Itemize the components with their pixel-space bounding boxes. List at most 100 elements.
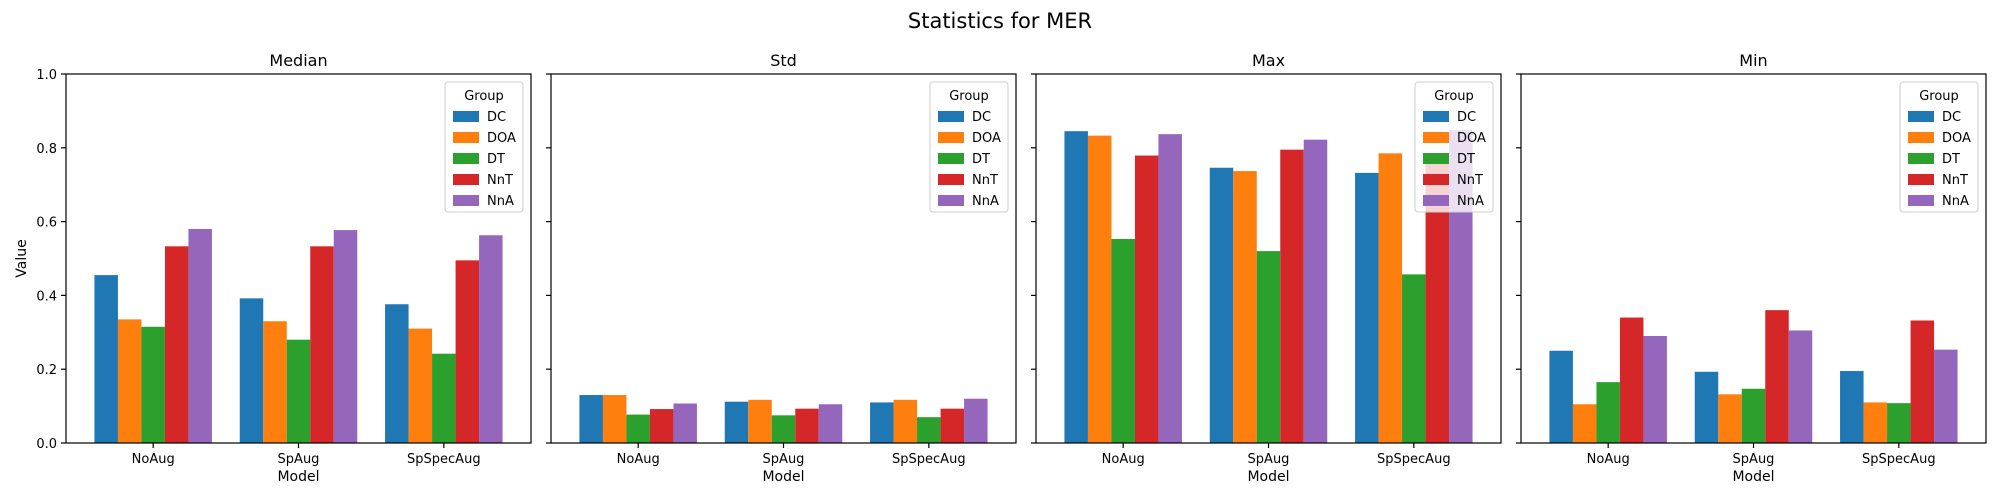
panel-title: Median (269, 51, 327, 70)
bar-median-dc-noaug (94, 275, 118, 443)
x-tick-label: SpSpecAug (1862, 452, 1936, 467)
bar-max-nnt-spaug (1280, 149, 1304, 443)
legend: Group DC DOA DT NnT NnA (1899, 81, 1979, 213)
y-tick-label: 1.0 (36, 68, 57, 83)
legend-item-doa: DOA (487, 131, 516, 146)
legend-title: Group (1919, 89, 1959, 104)
bar-min-dt-spaug (1741, 388, 1766, 443)
legend-swatch-nnt (938, 174, 964, 185)
legend-item-nnt: NnT (972, 173, 998, 188)
bar-max-dc-spaug (1209, 167, 1234, 443)
y-tick-label: 0.2 (36, 363, 57, 378)
panels: 0.0 0.2 0.4 0.6 0.8 1.0 NoAug SpAug SpSpecAug Med… (14, 51, 1987, 485)
legend-title: Group (464, 89, 504, 104)
x-tick-label: NoAug (617, 452, 660, 467)
legend-item-nna: NnA (487, 194, 514, 209)
legend-item-nna: NnA (1942, 194, 1969, 209)
bar-min-doa-spspecaug (1863, 402, 1888, 443)
panel-title: Min (1739, 51, 1767, 70)
x-tick-label: NoAug (132, 452, 175, 467)
bar-median-doa-spaug (263, 321, 287, 443)
bar-max-nna-spaug (1303, 139, 1328, 443)
legend-swatch-dt (938, 153, 964, 164)
legend-swatch-nna (453, 195, 479, 206)
x-tick-label: SpSpecAug (1377, 452, 1451, 467)
legend: Group DC DOA DT NnT NnA (1414, 81, 1494, 213)
bar-min-nnt-spspecaug (1910, 320, 1935, 443)
x-axis-label: Model (762, 469, 804, 485)
y-tick-label: 0.0 (36, 437, 57, 452)
legend-title: Group (1434, 89, 1474, 104)
bar-median-dt-spspecaug (432, 353, 456, 443)
figure-title: Statistics for MER (908, 9, 1092, 33)
legend-item-dc: DC (1942, 110, 1961, 125)
legend-swatch-doa (1423, 132, 1449, 143)
legend-swatch-dt (1908, 153, 1934, 164)
legend-item-dt: DT (1457, 152, 1475, 167)
legend-swatch-nnt (1908, 174, 1934, 185)
bar-min-dt-spspecaug (1887, 403, 1911, 443)
bar-std-doa-spspecaug (893, 399, 918, 443)
panel-0: 0.0 0.2 0.4 0.6 0.8 1.0 NoAug SpAug SpSpecAug Med… (14, 51, 532, 485)
x-tick-label: SpAug (763, 452, 805, 467)
y-axis-label: Value (14, 239, 30, 277)
legend-swatch-dc (1423, 111, 1449, 122)
bar-std-dt-noaug (626, 414, 650, 443)
bar-std-nna-spaug (818, 404, 843, 443)
bar-max-doa-spaug (1233, 171, 1257, 443)
bar-median-nna-spspecaug (479, 235, 503, 443)
bar-std-nna-noaug (673, 403, 697, 443)
x-tick-label: SpAug (1733, 452, 1775, 467)
bar-min-nnt-spaug (1765, 310, 1789, 443)
x-axis-label: Model (1732, 469, 1774, 485)
panel-title: Max (1252, 51, 1285, 70)
y-tick-label: 0.8 (36, 142, 57, 157)
x-tick-label: NoAug (1102, 452, 1145, 467)
bar-median-nnt-spaug (310, 246, 334, 443)
bar-std-doa-noaug (602, 395, 627, 443)
bar-min-nnt-noaug (1619, 317, 1644, 443)
legend-swatch-dc (938, 111, 964, 122)
bar-max-dt-noaug (1111, 238, 1135, 443)
bar-median-dc-spspecaug (385, 304, 409, 443)
legend-item-dt: DT (1942, 152, 1960, 167)
bar-std-doa-spaug (748, 399, 772, 443)
legend-swatch-dc (1908, 111, 1934, 122)
legend-swatch-dt (1423, 153, 1449, 164)
legend-swatch-nnt (1423, 174, 1449, 185)
bar-min-dt-noaug (1596, 382, 1620, 443)
legend-item-nna: NnA (972, 194, 999, 209)
bar-min-dc-spaug (1694, 371, 1719, 443)
bar-median-doa-spspecaug (408, 328, 433, 443)
y-tick-label: 0.4 (36, 289, 57, 304)
bar-std-dc-spspecaug (870, 402, 894, 443)
legend-item-dt: DT (972, 152, 990, 167)
x-axis-label: Model (1247, 469, 1289, 485)
legend-item-nnt: NnT (1942, 173, 1968, 188)
legend-item-nnt: NnT (487, 173, 513, 188)
bar-min-doa-spaug (1718, 394, 1742, 443)
bar-max-doa-noaug (1087, 135, 1112, 444)
legend: Group DC DOA DT NnT NnA (929, 81, 1009, 213)
bar-median-nnt-noaug (164, 246, 189, 443)
bar-std-nna-spspecaug (964, 398, 988, 443)
bar-median-nnt-spspecaug (455, 260, 480, 443)
legend-swatch-nna (1423, 195, 1449, 206)
x-tick-label: SpAug (1248, 452, 1290, 467)
legend-swatch-dt (453, 153, 479, 164)
bar-std-nnt-spspecaug (940, 408, 965, 443)
panel-3: NoAug SpAug SpSpecAug Min Model Group DC DOA DT N… (1516, 51, 1987, 485)
y-tick-label: 0.6 (36, 216, 57, 231)
bar-median-nna-noaug (188, 228, 212, 443)
bar-median-dt-noaug (141, 326, 165, 443)
x-tick-label: SpAug (278, 452, 320, 467)
bar-std-dt-spaug (771, 415, 796, 443)
panel-title: Std (770, 51, 797, 70)
legend-item-doa: DOA (972, 131, 1001, 146)
legend-title: Group (949, 89, 989, 104)
bar-max-nnt-noaug (1134, 155, 1159, 443)
legend-swatch-nnt (453, 174, 479, 185)
legend-swatch-doa (938, 132, 964, 143)
legend-swatch-doa (1908, 132, 1934, 143)
legend-item-dc: DC (1457, 110, 1476, 125)
